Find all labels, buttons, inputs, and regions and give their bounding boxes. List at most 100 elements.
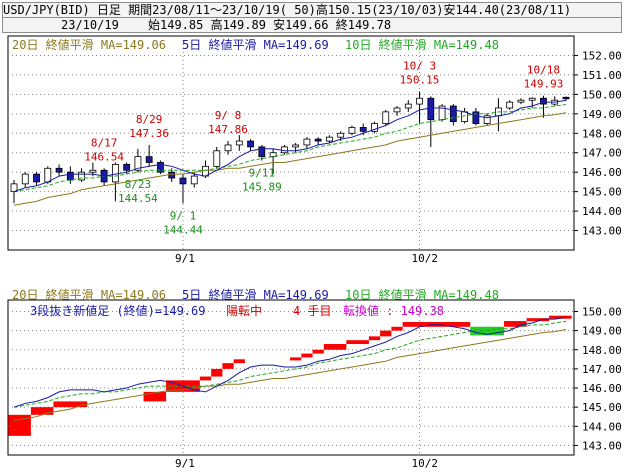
break-info-text: 陽転中 [226,303,262,318]
price-ma20-line [13,112,567,206]
candle-up [371,123,378,132]
price-y-tick-label: 150.00 [582,88,622,101]
candle-up [393,107,401,113]
price-y-tick-label: 149.00 [582,108,622,121]
candle-down [258,146,266,158]
candle-down [427,97,435,121]
candle-down [472,111,480,124]
annotation-value: 147.86 [208,123,248,136]
chart-header-ohlc: 23/10/19 始149.85 高149.89 安149.66 終149.78 [2,17,622,33]
price-x-tick-label: 9/1 [175,252,195,265]
candle-up [506,101,514,109]
break-y-tick-label: 149.00 [582,325,622,338]
price-legend-entry: 20日 終値平滑 MA=149.06 [12,37,166,52]
break-y-tick-label: 143.00 [582,439,622,452]
brick-red [368,336,381,341]
candle-down [562,96,570,100]
annotation-value: 149.93 [524,78,564,91]
break-y-tick-label: 146.00 [582,382,622,395]
break-y-tick-label: 145.00 [582,401,622,414]
candle-down [179,177,187,185]
brick-red [549,315,572,319]
candle-down [247,140,254,148]
break-y-tick-label: 148.00 [582,344,622,357]
candle-up [326,136,333,142]
annotation-value: 147.36 [129,127,169,140]
candle-down [33,173,40,183]
ohlc-values: 始149.85 高149.89 安149.66 終149.78 [148,18,392,32]
candle-up [292,144,300,148]
break-x-tick-label: 10/2 [412,457,439,470]
candle-up [235,140,243,146]
brick-red [8,414,31,436]
brick-red [222,363,234,369]
break-info-text: 3段抜き新値足 (終値)=149.69 [30,303,205,318]
annotation-value: 146.54 [84,150,124,163]
annotation-value: 150.15 [400,73,440,86]
candle-up [280,146,288,154]
price-plot-frame [7,35,575,251]
annotation-date: 8/23 [125,178,152,191]
candle-down [449,105,457,122]
break-plot-frame [7,299,575,456]
candle-down [157,162,164,173]
price-y-tick-label: 144.00 [582,205,622,218]
break-y-tick-label: 144.00 [582,420,622,433]
break-info-text: 転換値 : 149.38 [343,303,444,318]
price-y-tick-label: 145.00 [582,186,622,199]
candle-up [483,115,491,124]
price-y-tick-label: 152.00 [582,49,622,62]
brick-red [233,359,245,364]
candle-up [213,150,221,167]
annotation-date: 9/ 8 [215,109,242,122]
brick-red [312,349,324,354]
candle-up [44,167,52,183]
break-info-text: 4 手目 [293,304,331,318]
price-y-tick-label: 148.00 [582,127,622,140]
price-x-tick-label: 10/2 [412,252,439,265]
candle-up [111,163,119,183]
candle-up [382,111,390,124]
candle-up [21,173,29,185]
price-legend-entry: 10日 終値平滑 MA=149.48 [345,37,499,52]
annotation-value: 145.89 [242,181,282,194]
break-legend-entry: 10日 終値平滑 MA=149.48 [345,287,499,302]
annotation-date: 9/ 1 [170,209,197,222]
candle-down [314,138,322,142]
candle-up [10,183,18,193]
brick-red [402,322,426,327]
candle-up [190,175,198,185]
candle-up [416,97,423,105]
candle-up [224,144,232,152]
annotation-date: 10/18 [527,64,560,77]
break-legend-entry: 5日 終値平滑 MA=149.69 [182,287,329,302]
candle-up [337,132,345,138]
price-y-tick-label: 146.00 [582,166,622,179]
brick-red [380,330,392,337]
brick-red [425,322,471,327]
candle-up [134,156,142,171]
brick-red [323,344,347,350]
candle-up [269,152,277,158]
candle-down [55,167,63,173]
brick-red [199,376,212,381]
candle-down [168,171,176,179]
brick-red [290,357,302,361]
candle-down [66,171,74,181]
annotation-date: 8/17 [91,136,118,149]
annotation-value: 144.54 [118,192,158,205]
candle-up [438,105,446,121]
candle-up [78,171,85,181]
break-ma20-line [13,329,567,422]
brick-red [504,321,527,327]
candle-up [461,111,469,122]
candle-up [528,97,536,101]
break-x-tick-label: 9/1 [175,457,195,470]
annotation-date: 8/29 [136,113,163,126]
brick-red [143,391,167,402]
price-y-tick-label: 143.00 [582,225,622,238]
break-legend-entry: 20日 終値平滑 MA=149.06 [12,287,166,302]
brick-red [526,318,550,322]
annotation-date: 9/11 [249,167,276,180]
